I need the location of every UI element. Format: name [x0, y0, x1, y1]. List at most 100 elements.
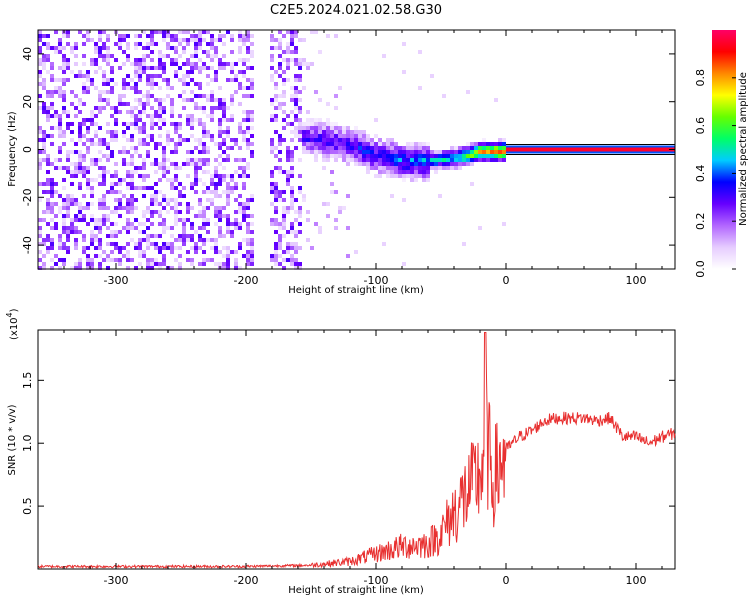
heatmap-cell	[222, 54, 226, 58]
heatmap-cell	[246, 202, 250, 206]
heatmap-cell	[122, 246, 126, 250]
heatmap-cell	[162, 222, 166, 226]
heatmap-cell	[134, 218, 138, 222]
heatmap-cell	[38, 50, 42, 54]
heatmap-cell	[302, 142, 306, 146]
heatmap-cell	[58, 194, 62, 198]
heatmap-cell	[198, 82, 202, 86]
heatmap-cell	[150, 262, 154, 266]
heatmap-cell	[210, 114, 214, 118]
heatmap-cell	[422, 154, 426, 158]
heatmap-cell	[78, 70, 82, 74]
heatmap-cell	[98, 66, 102, 70]
heatmap-cell	[494, 98, 498, 102]
heatmap-cell	[278, 106, 282, 110]
heatmap-cell	[194, 54, 198, 58]
heatmap-cell	[346, 146, 350, 150]
heatmap-cell	[58, 242, 62, 246]
heatmap-cell	[238, 38, 242, 42]
heatmap-cell	[138, 142, 142, 146]
heatmap-cell	[414, 162, 418, 166]
heatmap-cell	[214, 170, 218, 174]
heatmap-cell	[390, 194, 394, 198]
heatmap-cell	[182, 82, 186, 86]
heatmap-cell	[78, 266, 82, 270]
heatmap-cell	[78, 150, 82, 154]
heatmap-cell	[246, 146, 250, 150]
heatmap-cell	[202, 238, 206, 242]
heatmap-cell	[274, 230, 278, 234]
heatmap-cell	[314, 122, 318, 126]
heatmap-cell	[314, 30, 318, 34]
heatmap-cell	[134, 206, 138, 210]
heatmap-cell	[58, 134, 62, 138]
heatmap-cell	[342, 206, 346, 210]
heatmap-cell	[50, 126, 54, 130]
heatmap-cell	[494, 154, 498, 158]
heatmap-cell	[202, 146, 206, 150]
heatmap-cell	[118, 38, 122, 42]
heatmap-cell	[374, 146, 378, 150]
heatmap-cell	[130, 202, 134, 206]
heatmap-cell	[418, 170, 422, 174]
heatmap-cell	[186, 118, 190, 122]
heatmap-cell	[206, 30, 210, 34]
heatmap-cell	[38, 234, 42, 238]
heatmap-cell	[302, 126, 306, 130]
heatmap-cell	[206, 74, 210, 78]
heatmap-cell	[146, 206, 150, 210]
heatmap-cell	[454, 162, 458, 166]
y-tick-label: 1.5	[21, 372, 34, 390]
heatmap-cell	[210, 178, 214, 182]
heatmap-cell	[138, 138, 142, 142]
heatmap-cell	[298, 130, 302, 134]
heatmap-cell	[66, 34, 70, 38]
heatmap-cell	[154, 246, 158, 250]
heatmap-cell	[186, 62, 190, 66]
heatmap-cell	[194, 146, 198, 150]
heatmap-cell	[46, 94, 50, 98]
heatmap-cell	[290, 194, 294, 198]
heatmap-cell	[70, 182, 74, 186]
heatmap-cell	[354, 142, 358, 146]
heatmap-cell	[394, 150, 398, 154]
heatmap-cell	[82, 238, 86, 242]
heatmap-cell	[286, 182, 290, 186]
heatmap-cell	[170, 178, 174, 182]
heatmap-cell	[130, 62, 134, 66]
spectrogram-x-axis-label: Height of straight line (km)	[288, 285, 424, 296]
heatmap-cell	[310, 62, 314, 66]
heatmap-cell	[482, 146, 486, 150]
heatmap-cell	[130, 134, 134, 138]
heatmap-cell	[142, 186, 146, 190]
heatmap-cell	[142, 230, 146, 234]
heatmap-cell	[90, 138, 94, 142]
heatmap-cell	[138, 238, 142, 242]
heatmap-cell	[434, 162, 438, 166]
heatmap-cell	[94, 238, 98, 242]
heatmap-cell	[226, 78, 230, 82]
heatmap-cell	[62, 58, 66, 62]
heatmap-cell	[50, 226, 54, 230]
heatmap-cell	[186, 174, 190, 178]
heatmap-cell	[306, 118, 310, 122]
heatmap-cell	[330, 146, 334, 150]
heatmap-cell	[206, 170, 210, 174]
heatmap-cell	[158, 234, 162, 238]
heatmap-cell	[70, 138, 74, 142]
heatmap-cell	[246, 230, 250, 234]
heatmap-cell	[230, 178, 234, 182]
heatmap-cell	[238, 222, 242, 226]
heatmap-cell	[202, 110, 206, 114]
heatmap-cell	[146, 46, 150, 50]
heatmap-cell	[38, 230, 42, 234]
heatmap-cell	[154, 66, 158, 70]
heatmap-cell	[162, 170, 166, 174]
heatmap-cell	[366, 158, 370, 162]
heatmap-cell	[214, 98, 218, 102]
heatmap-cell	[458, 146, 462, 150]
heatmap-cell	[102, 174, 106, 178]
heatmap-cell	[198, 238, 202, 242]
heatmap-cell	[194, 106, 198, 110]
heatmap-cell	[98, 110, 102, 114]
